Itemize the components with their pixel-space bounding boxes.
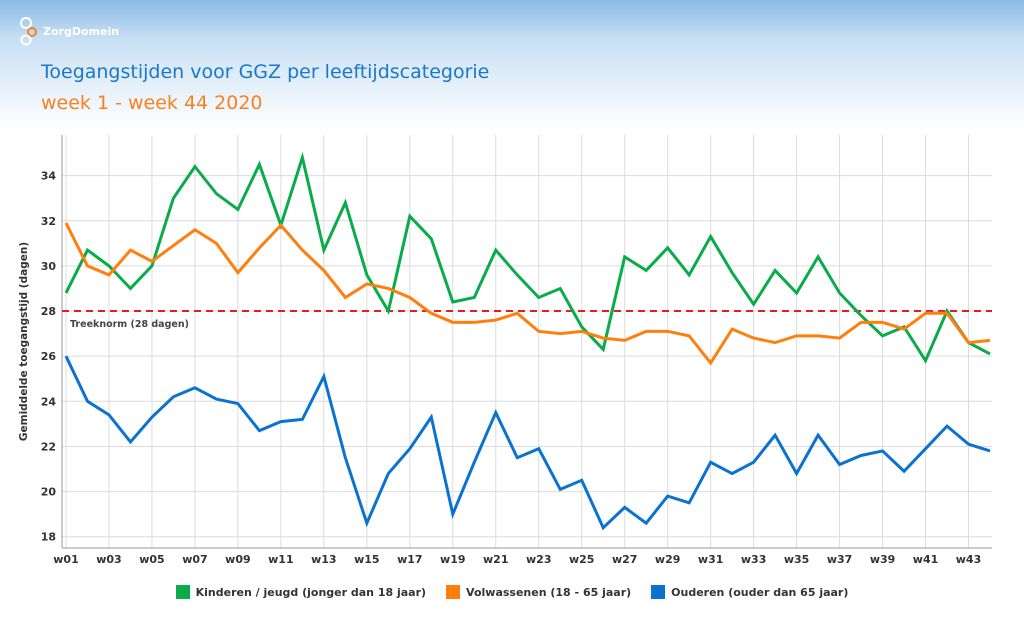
x-tick-label: w41 [913,553,938,566]
x-tick-label: w39 [870,553,895,566]
legend-swatch [446,585,461,599]
legend: Kinderen / jeugd (jonger dan 18 jaar) Vol… [0,585,1024,599]
y-tick-label: 34 [41,170,57,183]
y-tick-label: 26 [41,350,57,363]
logo-circles-icon [20,17,37,46]
y-tick-label: 32 [41,215,56,228]
x-tick-label: w17 [397,553,422,566]
legend-item[interactable]: Kinderen / jeugd (jonger dan 18 jaar) [175,585,427,599]
series-line-0 [64,151,991,364]
x-tick-label: w05 [139,553,164,566]
x-tick-label: w31 [698,553,723,566]
y-tick-label: 28 [41,305,56,318]
x-tick-label: w25 [569,553,594,566]
x-tick-label: w13 [311,553,336,566]
x-tick-label: w23 [526,553,551,566]
x-tick-label: w37 [827,553,852,566]
legend-label: Ouderen (ouder dan 65 jaar) [671,585,849,599]
legend-label: Kinderen / jeugd (jonger dan 18 jaar) [195,585,427,599]
x-tick-label: w11 [268,553,293,566]
reference-line-label: Treeknorm (28 dagen) [70,319,189,330]
legend-swatch [651,585,666,599]
series-line-1 [64,222,991,366]
legend-item[interactable]: Ouderen (ouder dan 65 jaar) [651,585,848,599]
x-tick-label: w29 [655,553,680,566]
x-tick-label: w03 [96,553,121,566]
y-tick-label: 22 [41,440,56,453]
y-tick-label: 24 [41,395,57,408]
x-tick-label: w07 [182,553,207,566]
logo-text: ZorgDomein [43,24,120,38]
x-tick-label: w33 [741,553,766,566]
x-tick-label: w43 [956,553,981,566]
y-tick-label: 20 [41,486,57,499]
x-tick-label: w21 [483,553,508,566]
y-tick-label: 18 [41,531,56,544]
y-tick-label: 30 [41,260,57,273]
x-tick-label: w27 [612,553,637,566]
legend-swatch [175,585,190,599]
x-tick-label: w01 [53,553,78,566]
zorgdomein-logo: ZorgDomein [18,16,119,46]
y-axis-label: Gemiddelde toegangstijd (dagen) [18,242,30,441]
x-tick-label: w35 [784,553,809,566]
legend-item[interactable]: Volwassenen (18 - 65 jaar) [446,585,631,599]
chart-subtitle: week 1 - week 44 2020 [41,92,263,114]
x-tick-label: w09 [225,553,250,566]
chart-title: Toegangstijden voor GGZ per leeftijdscat… [41,61,490,83]
x-tick-label: w15 [354,553,379,566]
series-line-2 [64,355,991,531]
legend-label: Volwassenen (18 - 65 jaar) [466,585,632,599]
x-tick-label: w19 [440,553,465,566]
